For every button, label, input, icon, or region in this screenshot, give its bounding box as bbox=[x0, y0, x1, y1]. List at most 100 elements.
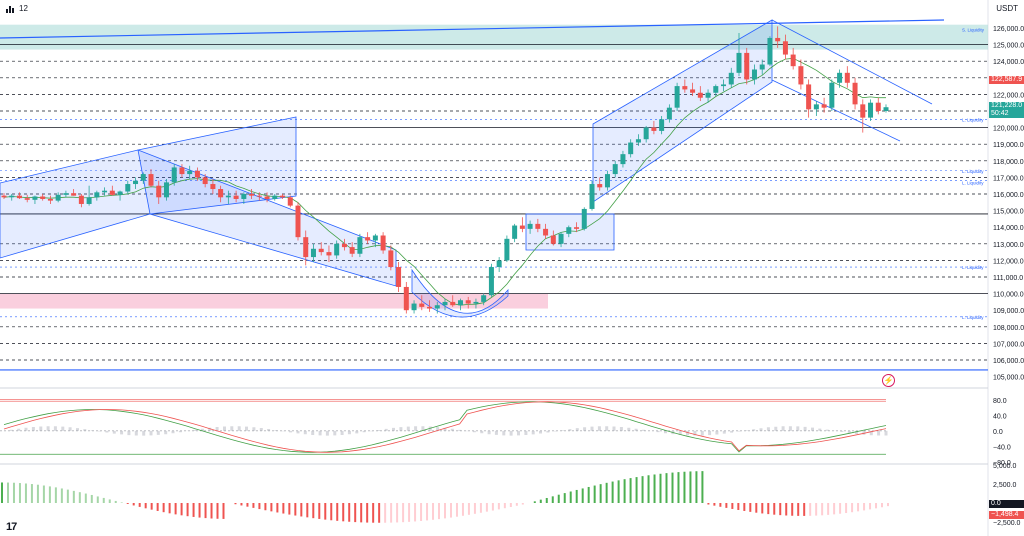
candle-body bbox=[597, 184, 603, 188]
liquidity-label: L. Liquidity bbox=[962, 180, 984, 185]
candle-body bbox=[1, 195, 7, 198]
candle-body bbox=[782, 41, 788, 55]
candle bbox=[744, 47, 750, 85]
candle bbox=[628, 139, 634, 158]
interval-label: 12 bbox=[19, 4, 28, 13]
price-tick-label: 124,000.0 bbox=[993, 59, 1024, 66]
candle-body bbox=[233, 195, 239, 199]
oscillator-line-fast bbox=[3, 401, 887, 453]
candle bbox=[156, 180, 162, 204]
support-zone bbox=[0, 293, 548, 309]
price-tick-label: 115,000.0 bbox=[993, 209, 1024, 216]
candle bbox=[225, 190, 231, 204]
candle-body bbox=[481, 295, 487, 302]
candle bbox=[666, 104, 672, 123]
candle bbox=[148, 169, 154, 188]
candle-body bbox=[512, 225, 518, 239]
candle bbox=[860, 99, 866, 133]
candle bbox=[334, 240, 340, 259]
candle-body bbox=[187, 170, 193, 175]
price-tick-label: 107,000.0 bbox=[993, 341, 1024, 348]
upper-trendline bbox=[0, 19, 945, 39]
candle-body bbox=[194, 170, 200, 178]
candle-body bbox=[759, 64, 765, 70]
hist-tick-label: 5,000.0 bbox=[993, 463, 1016, 470]
candle-body bbox=[310, 248, 316, 258]
candle bbox=[171, 164, 177, 186]
lightning-icon[interactable]: ⚡ bbox=[882, 374, 895, 387]
candle-body bbox=[171, 167, 177, 183]
candle bbox=[837, 69, 843, 88]
candle-body bbox=[690, 89, 696, 93]
candle bbox=[117, 190, 123, 201]
candle bbox=[844, 66, 850, 88]
candle bbox=[194, 167, 200, 181]
candle-body bbox=[457, 300, 463, 306]
candle bbox=[303, 230, 309, 266]
candle-body bbox=[674, 86, 680, 108]
tradingview-logo[interactable]: 17 bbox=[6, 521, 17, 533]
candle bbox=[790, 47, 796, 70]
candle bbox=[280, 194, 286, 199]
candle bbox=[798, 59, 804, 90]
candle-body bbox=[272, 195, 278, 199]
candle bbox=[349, 242, 355, 258]
candle-body bbox=[264, 196, 270, 199]
lower-trendline bbox=[771, 79, 901, 142]
price-tick-label: 116,000.0 bbox=[993, 192, 1024, 199]
candle bbox=[419, 295, 425, 311]
price-tick-label: 119,000.0 bbox=[993, 142, 1024, 149]
candle-body bbox=[705, 92, 711, 98]
candle-body bbox=[411, 303, 417, 311]
candle-body bbox=[736, 52, 742, 73]
candle bbox=[782, 34, 788, 60]
osc-tick-label: 80.0 bbox=[993, 398, 1007, 405]
candle bbox=[690, 82, 696, 97]
candle-body bbox=[728, 72, 734, 85]
price-tick-label: 108,000.0 bbox=[993, 325, 1024, 332]
candle-body bbox=[434, 305, 440, 309]
candle bbox=[558, 232, 564, 248]
candle-body bbox=[427, 306, 433, 309]
candle-body bbox=[829, 82, 835, 108]
candle-body bbox=[767, 37, 773, 65]
candle-body bbox=[798, 66, 804, 85]
interval-selector[interactable]: 12 bbox=[6, 4, 28, 13]
price-tick-label: 114,000.0 bbox=[993, 225, 1024, 232]
candle-body bbox=[574, 227, 580, 229]
candle-body bbox=[628, 142, 634, 155]
candle-body bbox=[94, 192, 100, 198]
candle bbox=[140, 172, 146, 185]
liquidity-label: S. Liquidity bbox=[962, 28, 985, 33]
candle-body bbox=[125, 184, 131, 192]
currency-label[interactable]: USDT bbox=[996, 4, 1018, 13]
candle-body bbox=[682, 86, 688, 90]
osc-zero-tag: 0.0 bbox=[989, 500, 1024, 508]
candle-body bbox=[256, 195, 262, 197]
candle bbox=[47, 195, 53, 204]
liquidity-label: L. Liquidity bbox=[962, 265, 984, 270]
candle bbox=[767, 36, 773, 67]
candle bbox=[721, 79, 727, 92]
candle-body bbox=[488, 267, 494, 296]
candle-body bbox=[875, 102, 881, 111]
candle-body bbox=[651, 127, 657, 131]
candle bbox=[488, 263, 494, 297]
candle-body bbox=[249, 194, 255, 196]
candle bbox=[341, 238, 347, 251]
descending-channel bbox=[137, 149, 397, 287]
candle bbox=[94, 190, 100, 201]
candle bbox=[32, 195, 38, 204]
candle-body bbox=[40, 196, 46, 199]
candle-body bbox=[16, 195, 22, 199]
candle bbox=[442, 298, 448, 311]
candle bbox=[713, 84, 719, 97]
osc-tick-label: −40.0 bbox=[993, 444, 1011, 451]
price-tick-label: 118,000.0 bbox=[993, 159, 1024, 166]
candle bbox=[728, 67, 734, 88]
candle bbox=[574, 222, 580, 233]
candle-body bbox=[380, 235, 386, 251]
osc-tick-label: −80.0 bbox=[993, 460, 1011, 467]
candle bbox=[163, 179, 169, 201]
